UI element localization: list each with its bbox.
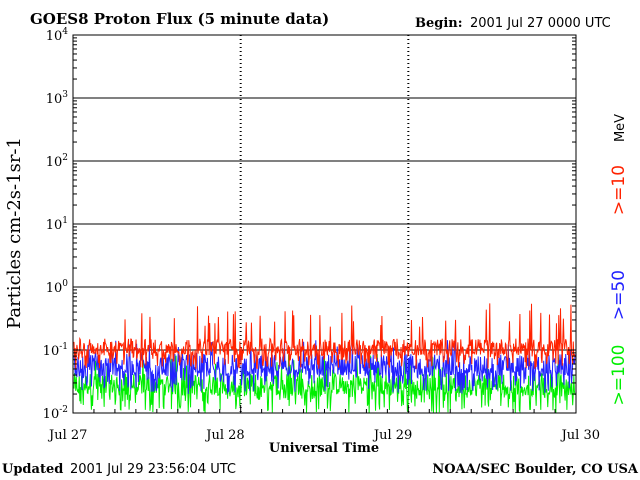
x-tick-label: Jul 28 [204, 428, 244, 443]
series-layer [73, 303, 576, 414]
y-tick-label: 10-1 [43, 342, 68, 359]
x-tick-label: Jul 29 [372, 428, 412, 443]
series-line [73, 340, 576, 394]
x-axis-label: Universal Time [269, 441, 379, 456]
y-tick-label: 102 [46, 153, 68, 170]
legend: >=10 >=50 >=100 MeV [609, 114, 629, 406]
chart-title: GOES8 Proton Flux (5 minute data) [30, 10, 329, 28]
source-credit: NOAA/SEC Boulder, CO USA [432, 462, 639, 477]
legend-entry: >=100 [609, 345, 629, 406]
y-axis-ticks: 104 103 102 101 100 10-1 10-2 [43, 27, 576, 422]
y-tick-label: 100 [46, 279, 69, 296]
plot-area [72, 34, 577, 414]
x-tick-label: Jul 30 [560, 428, 600, 443]
begin-value: 2001 Jul 27 0000 UTC [470, 16, 611, 31]
x-tick-label: Jul 27 [47, 428, 87, 443]
updated-label: Updated [2, 462, 63, 477]
y-tick-label: 104 [46, 27, 69, 44]
legend-entry: >=50 [609, 270, 629, 320]
y-axis-label: Particles cm-2s-1sr-1 [4, 137, 25, 329]
y-tick-label: 103 [46, 90, 69, 107]
legend-entry: >=10 [609, 165, 629, 215]
updated-value: 2001 Jul 29 23:56:04 UTC [70, 462, 236, 477]
x-axis-ticks: Jul 27 Jul 28 Jul 29 Jul 30 [47, 405, 600, 443]
begin-label: Begin: [415, 16, 463, 31]
y-tick-label: 10-2 [43, 405, 68, 422]
legend-unit: MeV [613, 114, 628, 142]
y-tick-label: 101 [46, 216, 68, 233]
series-line [73, 303, 576, 370]
